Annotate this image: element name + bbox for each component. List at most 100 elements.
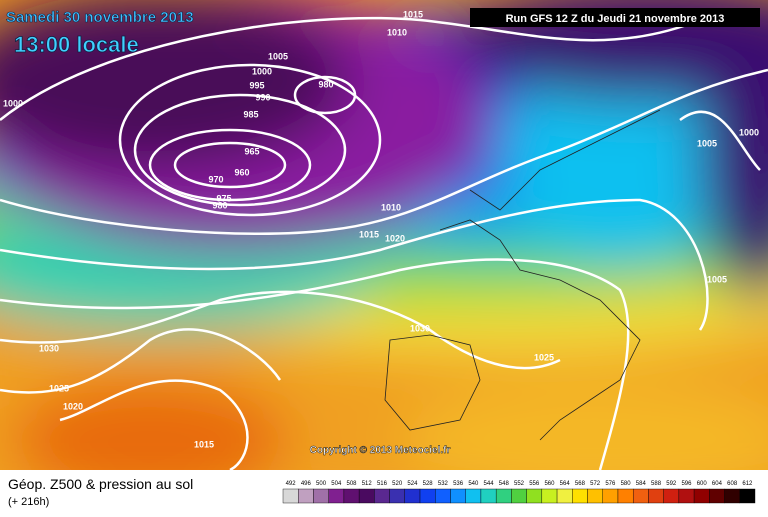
isobar-label: 1030 — [39, 343, 59, 353]
date: Samedi 30 novembre 2013 — [6, 9, 194, 26]
footer-title: Géop. Z500 & pression au sol — [8, 476, 193, 492]
scale-swatch — [556, 488, 573, 504]
run-box — [470, 8, 760, 27]
isobars — [0, 16, 768, 470]
isobar-label: 1025 — [49, 383, 69, 393]
scale-label: 496 — [301, 481, 312, 487]
scale-swatch — [328, 488, 345, 504]
scale-swatch — [617, 488, 634, 504]
scale-label: 576 — [605, 481, 616, 487]
scale-label: 580 — [621, 481, 632, 487]
scale-label: 492 — [286, 481, 297, 487]
scale-label: 544 — [484, 481, 495, 487]
isobar-label: 995 — [249, 80, 264, 90]
scale-label: 588 — [651, 481, 662, 487]
isobar-label: 1020 — [385, 233, 405, 243]
isobar-label: 1010 — [381, 202, 401, 212]
isobar-label: 1005 — [707, 274, 727, 284]
scale-swatch — [724, 488, 740, 504]
scale-label: 512 — [362, 481, 373, 487]
scale-swatch — [648, 488, 664, 504]
scale-label: 604 — [712, 481, 723, 487]
scale-swatch — [435, 488, 451, 504]
isobar-label: 960 — [234, 167, 249, 177]
isobar-label: 1000 — [252, 66, 272, 76]
isobar-label: 990 — [255, 92, 270, 102]
scale-swatch — [480, 488, 497, 504]
scale-label: 572 — [590, 481, 601, 487]
isobar-label: 1030 — [410, 323, 430, 333]
scale-swatch — [465, 488, 482, 504]
isobar-labels: 1015 1010 1005 1000 995 990 980 985 965 960 970 975… — [3, 9, 759, 449]
scale-label: 548 — [499, 481, 510, 487]
scale-swatch — [526, 488, 543, 504]
coastlines — [384, 109, 661, 441]
scale-swatch — [602, 488, 619, 504]
time: 13:00 locale — [14, 32, 139, 57]
scale-label: 556 — [529, 481, 540, 487]
scale-swatch — [495, 488, 512, 504]
isobar-label: 1015 — [359, 229, 379, 239]
isobar-label: 1005 — [697, 138, 717, 148]
run: Run GFS 12 Z du Jeudi 21 novembre 2013 — [506, 13, 725, 25]
scale-swatch — [511, 488, 527, 504]
scale-label: 552 — [514, 481, 525, 487]
isobar-label: 970 — [208, 174, 223, 184]
scale-swatch — [313, 488, 329, 504]
scale-label: 536 — [453, 481, 464, 487]
scale-label: 504 — [331, 481, 342, 487]
scale-label: 500 — [316, 481, 327, 487]
scale-swatch — [343, 488, 360, 504]
isobar-label: 980 — [318, 79, 333, 89]
scale-swatch — [739, 488, 756, 504]
scale-label: 560 — [544, 481, 555, 487]
scale-label: 524 — [407, 481, 418, 487]
isobar-label: 1020 — [63, 401, 83, 411]
isobar-label: 985 — [243, 109, 258, 119]
scale-swatch — [450, 488, 466, 504]
isobar-label: 975 — [216, 193, 231, 203]
scale-label: 528 — [423, 481, 434, 487]
scale-swatch — [419, 488, 436, 504]
scale-swatch — [358, 488, 375, 504]
isobar-label: 965 — [244, 146, 259, 156]
scale-label: 592 — [666, 481, 677, 487]
scale-label: 600 — [697, 481, 708, 487]
copyright: Copyright © 2013 Meteociel.fr — [310, 445, 451, 456]
scale-swatch — [678, 488, 695, 504]
scale-swatch — [404, 488, 421, 504]
scale-label: 584 — [636, 481, 647, 487]
scale-label: 564 — [560, 481, 571, 487]
scale-swatch — [282, 488, 299, 504]
isobar-label: 1015 — [194, 439, 214, 449]
scale-swatch — [632, 488, 649, 504]
scale-label: 540 — [468, 481, 479, 487]
color-scale: 492 496 500 504 508 512 516 520 524 528 532 536 540 5… — [282, 481, 756, 504]
scale-swatch — [374, 488, 390, 504]
isobar-label: 1010 — [387, 27, 407, 37]
isobar-label: 980 — [212, 200, 227, 210]
scale-swatch — [389, 488, 406, 504]
scale-label: 516 — [377, 481, 388, 487]
scale-label: 508 — [347, 481, 358, 487]
scale-swatch — [663, 488, 680, 504]
isobar-label: 1005 — [268, 51, 288, 61]
scale-label: 612 — [742, 481, 753, 487]
isobar-label: 1000 — [739, 127, 759, 137]
isobar-label: 1015 — [403, 9, 423, 19]
scale-swatch — [298, 488, 314, 504]
scale-swatch — [541, 488, 558, 504]
scale-swatch — [587, 488, 603, 504]
scale-label: 532 — [438, 481, 449, 487]
scale-label: 596 — [681, 481, 692, 487]
scale-label: 520 — [392, 481, 403, 487]
scale-swatch — [693, 488, 710, 504]
isobar-label: 1000 — [3, 98, 23, 108]
scale-label: 568 — [575, 481, 586, 487]
scale-swatch — [709, 488, 725, 504]
scale-label: 608 — [727, 481, 738, 487]
footer-lead: (+ 216h) — [8, 496, 49, 508]
scale-swatch — [572, 488, 588, 504]
isobar-label: 1025 — [534, 352, 554, 362]
